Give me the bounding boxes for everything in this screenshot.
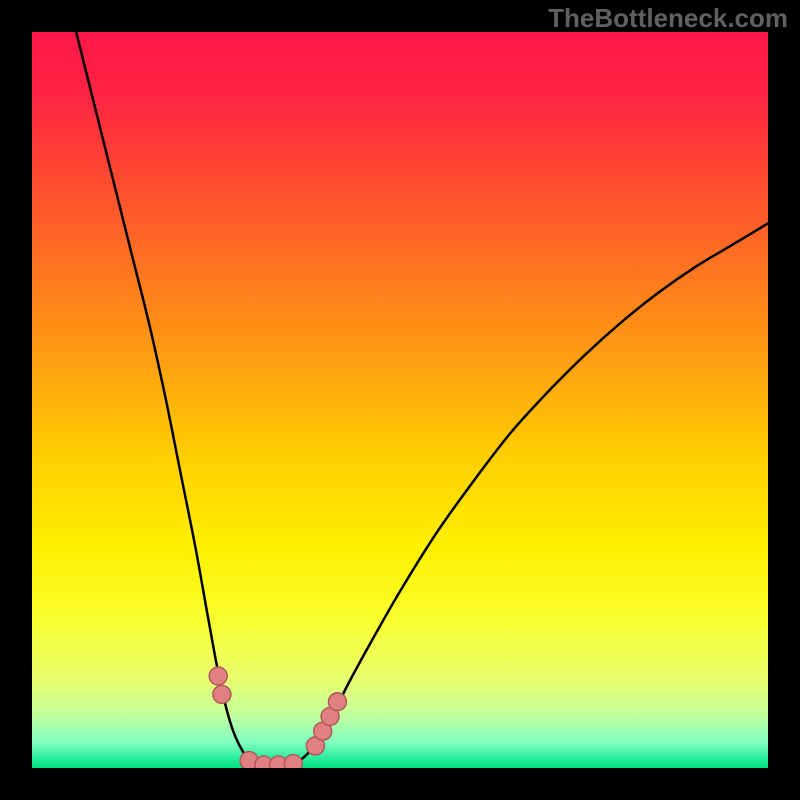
chart-container: TheBottleneck.com xyxy=(0,0,800,800)
plot-area xyxy=(32,32,768,768)
gradient-background xyxy=(32,32,768,768)
watermark-text: TheBottleneck.com xyxy=(548,3,788,34)
